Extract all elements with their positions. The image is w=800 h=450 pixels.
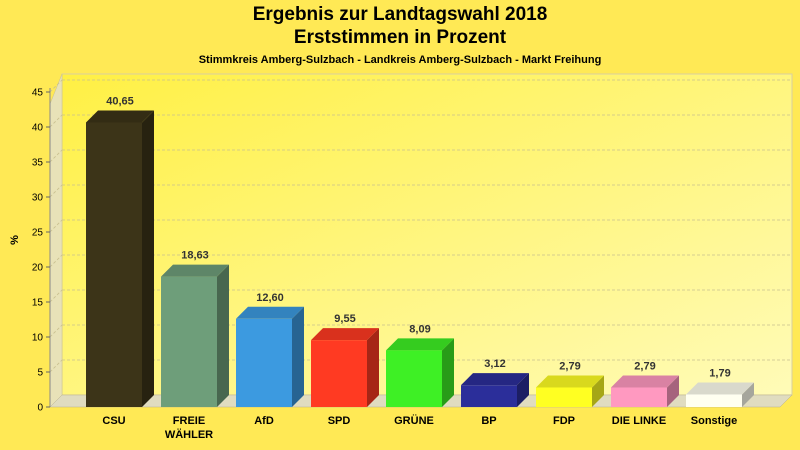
bar-front [611, 387, 667, 407]
bar-top [536, 375, 604, 388]
left-wall [49, 73, 63, 408]
bar-side [217, 264, 229, 407]
value-label: 8,09 [409, 323, 430, 335]
bar-top [386, 338, 454, 351]
value-labels: 40,65 18,63 12,60 9,55 8,09 3,12 2,79 2,79 1,79 [106, 95, 730, 379]
bar [386, 338, 454, 407]
bar-front [686, 394, 742, 407]
chart-title: Ergebnis zur Landtagswahl 2018 [252, 4, 548, 25]
y-tick-label: 35 [32, 158, 44, 169]
bar-side [367, 328, 379, 407]
bar-top [311, 328, 379, 341]
bar [161, 264, 229, 407]
bar-top [161, 264, 229, 277]
y-axis-label: % [9, 235, 21, 245]
gridline-diagonal [49, 114, 63, 128]
bar-top [461, 373, 529, 386]
chart-title-line2: Erststimmen in Prozent [293, 27, 507, 48]
y-tick-label: 40 [32, 123, 44, 134]
y-tick-label: 5 [37, 368, 43, 379]
y-tick-label: 45 [32, 88, 44, 99]
category-label: FREIE [173, 415, 205, 427]
value-label: 12,60 [256, 292, 284, 304]
gridline-diagonal [49, 79, 63, 93]
bar [311, 328, 379, 407]
value-label: 9,55 [334, 313, 355, 325]
bar-front [86, 122, 142, 407]
gridline-diagonal [49, 359, 63, 373]
bar [236, 306, 304, 407]
bar [686, 382, 754, 407]
value-label: 18,63 [181, 250, 209, 262]
bar-top [611, 375, 679, 388]
bar-top [86, 110, 154, 123]
bar-front [536, 387, 592, 407]
value-label: 2,79 [559, 360, 580, 372]
bar-front [461, 385, 517, 407]
value-label: 3,12 [484, 358, 505, 370]
category-label: BP [481, 415, 496, 427]
category-label: GRÜNE [394, 414, 434, 427]
category-label: DIE LINKE [612, 415, 666, 427]
bar-side [742, 382, 754, 407]
y-tick-label: 20 [32, 263, 44, 274]
chart-subtitle: Stimmkreis Amberg-Sulzbach - Landkreis A… [198, 54, 602, 66]
bars [86, 110, 754, 407]
bar [86, 110, 154, 407]
gridline-diagonal [49, 219, 63, 233]
y-axis: 0 5 10 15 20 25 30 35 40 45 [32, 88, 51, 414]
bar-top [236, 306, 304, 319]
category-label: AfD [254, 415, 274, 427]
bar-side [442, 338, 454, 407]
gridline-diagonal [49, 149, 63, 163]
bar-side [592, 375, 604, 407]
y-tick-label: 0 [37, 403, 43, 414]
bar-side [517, 373, 529, 407]
bar [461, 373, 529, 407]
bar-top [686, 382, 754, 395]
bar-front [236, 318, 292, 407]
category-label: WÄHLER [165, 428, 213, 441]
bar-side [667, 375, 679, 407]
bar-front [386, 350, 442, 407]
bar-side [142, 110, 154, 407]
gridline-diagonal [49, 289, 63, 303]
bar [536, 375, 604, 407]
y-tick-label: 10 [32, 333, 44, 344]
y-tick-label: 25 [32, 228, 44, 239]
gridline-diagonal [49, 254, 63, 268]
category-label: CSU [102, 415, 125, 427]
category-label: FDP [553, 415, 575, 427]
value-label: 1,79 [709, 367, 730, 379]
gridline-diagonal [49, 184, 63, 198]
value-label: 40,65 [106, 95, 134, 107]
category-label: SPD [328, 415, 351, 427]
bar-side [292, 306, 304, 407]
gridline-diagonal [49, 324, 63, 338]
y-tick-label: 30 [32, 193, 44, 204]
bar-front [161, 276, 217, 407]
bar-front [311, 340, 367, 407]
y-tick-label: 15 [32, 298, 44, 309]
value-label: 2,79 [634, 360, 655, 372]
category-label: Sonstige [691, 415, 737, 427]
bar [611, 375, 679, 407]
